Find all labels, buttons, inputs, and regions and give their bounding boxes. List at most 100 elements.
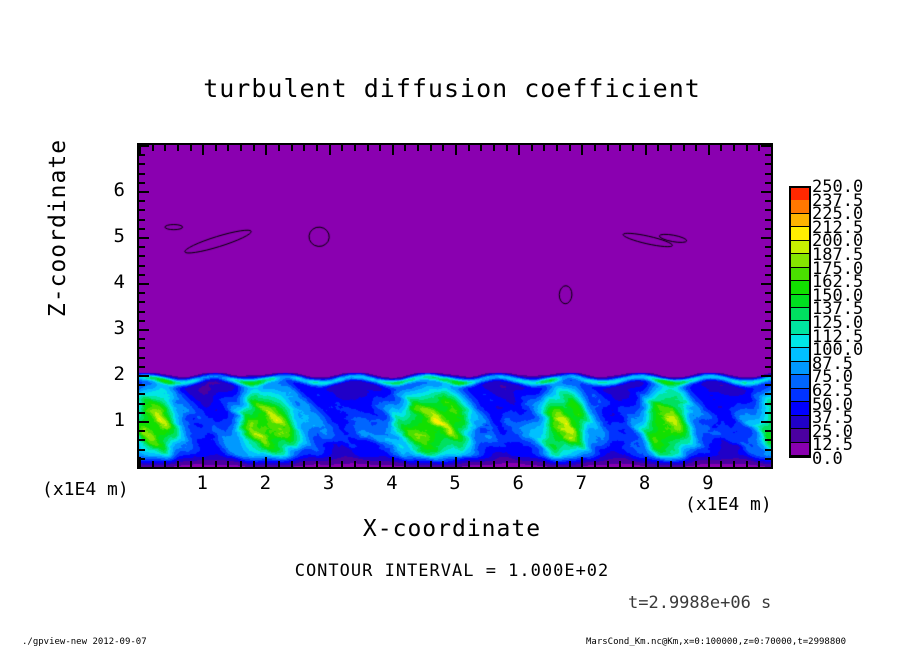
tick-mark <box>765 430 771 432</box>
tick-mark <box>379 145 381 151</box>
tick-mark <box>765 265 771 267</box>
tick-mark <box>354 461 356 467</box>
colorbar-band <box>791 267 809 282</box>
tick-mark <box>139 449 145 451</box>
tick-mark <box>746 461 748 467</box>
turbulence-field-heatmap <box>139 145 771 467</box>
colorbar-band <box>791 429 809 443</box>
tick-mark <box>645 145 647 155</box>
tick-mark <box>139 228 145 230</box>
tick-mark <box>316 461 318 467</box>
colorbar-band <box>791 402 809 416</box>
colorbar-label: 62.5 <box>812 381 853 401</box>
tick-mark <box>569 461 571 467</box>
tick-mark <box>341 145 343 151</box>
tick-mark <box>632 461 634 467</box>
tick-mark <box>265 145 267 155</box>
tick-mark <box>761 237 771 239</box>
tick-mark <box>493 145 495 151</box>
tick-mark <box>190 145 192 151</box>
tick-mark <box>215 461 217 467</box>
tick-mark <box>139 274 145 276</box>
tick-mark <box>354 145 356 151</box>
tick-mark <box>765 449 771 451</box>
tick-mark <box>329 457 331 467</box>
tick-mark <box>303 145 305 151</box>
tick-mark <box>177 145 179 151</box>
tick-mark <box>569 145 571 151</box>
tick-mark <box>746 145 748 151</box>
colorbar-band <box>791 254 809 268</box>
tick-mark <box>139 457 141 467</box>
tick-mark <box>139 357 145 359</box>
tick-mark <box>581 457 583 467</box>
tick-mark <box>619 145 621 151</box>
tick-mark <box>215 145 217 151</box>
tick-mark <box>152 461 154 467</box>
tick-mark <box>543 145 545 151</box>
tick-mark <box>543 461 545 467</box>
tick-mark <box>594 461 596 467</box>
colorbar-label: 187.5 <box>812 245 864 265</box>
tick-mark <box>139 347 145 349</box>
tick-mark <box>683 145 685 151</box>
colorbar-label: 50.0 <box>812 394 853 415</box>
tick-mark <box>253 145 255 151</box>
x-tick-label: 2 <box>259 472 272 494</box>
tick-mark <box>139 375 149 377</box>
tick-mark <box>670 145 672 151</box>
tick-mark <box>761 375 771 377</box>
tick-mark <box>392 457 394 467</box>
tick-mark <box>430 145 432 151</box>
tick-mark <box>765 393 771 395</box>
tick-mark <box>240 461 242 467</box>
x-unit-label-right: (x1E4 m) <box>685 494 772 515</box>
colorbar-band <box>791 213 809 228</box>
x-tick-label: 5 <box>449 472 461 494</box>
colorbar-label: 225.0 <box>812 204 864 225</box>
tick-mark <box>607 461 609 467</box>
tick-mark <box>518 145 520 155</box>
tick-mark <box>708 145 710 155</box>
tick-mark <box>139 403 145 405</box>
tick-mark <box>139 439 145 441</box>
tick-mark <box>430 461 432 467</box>
tick-mark <box>761 145 771 147</box>
y-tick-label: 1 <box>113 409 125 431</box>
colorbar[interactable] <box>789 186 811 458</box>
tick-mark <box>765 219 771 221</box>
tick-mark <box>164 461 166 467</box>
tick-mark <box>139 301 145 303</box>
tick-mark <box>657 461 659 467</box>
tick-mark <box>761 467 771 469</box>
tick-mark <box>139 191 149 193</box>
tick-mark <box>733 461 735 467</box>
tick-mark <box>657 145 659 151</box>
tick-mark <box>404 461 406 467</box>
tick-mark <box>442 461 444 467</box>
tick-mark <box>455 145 457 155</box>
plot-area[interactable] <box>137 143 773 469</box>
tick-mark <box>771 145 773 155</box>
colorbar-label: 237.5 <box>812 190 864 211</box>
colorbar-label: 175.0 <box>812 258 864 279</box>
tick-mark <box>367 461 369 467</box>
tick-mark <box>765 274 771 276</box>
tick-mark <box>139 145 141 155</box>
tick-mark <box>765 412 771 414</box>
tick-mark <box>139 430 145 432</box>
tick-mark <box>341 461 343 467</box>
colorbar-band <box>791 375 809 389</box>
tick-mark <box>303 461 305 467</box>
contour-interval-note: CONTOUR INTERVAL = 1.000E+02 <box>294 561 610 581</box>
colorbar-label: 137.5 <box>812 299 864 320</box>
colorbar-label: 75.0 <box>812 367 853 388</box>
tick-mark <box>607 145 609 151</box>
page-title: turbulent diffusion coefficient <box>203 74 701 103</box>
tick-mark <box>367 145 369 151</box>
tick-mark <box>771 457 773 467</box>
tick-mark <box>765 255 771 257</box>
tick-mark <box>278 461 280 467</box>
tick-mark <box>240 145 242 151</box>
timestamp-note: t=2.9988e+06 s <box>628 593 772 613</box>
